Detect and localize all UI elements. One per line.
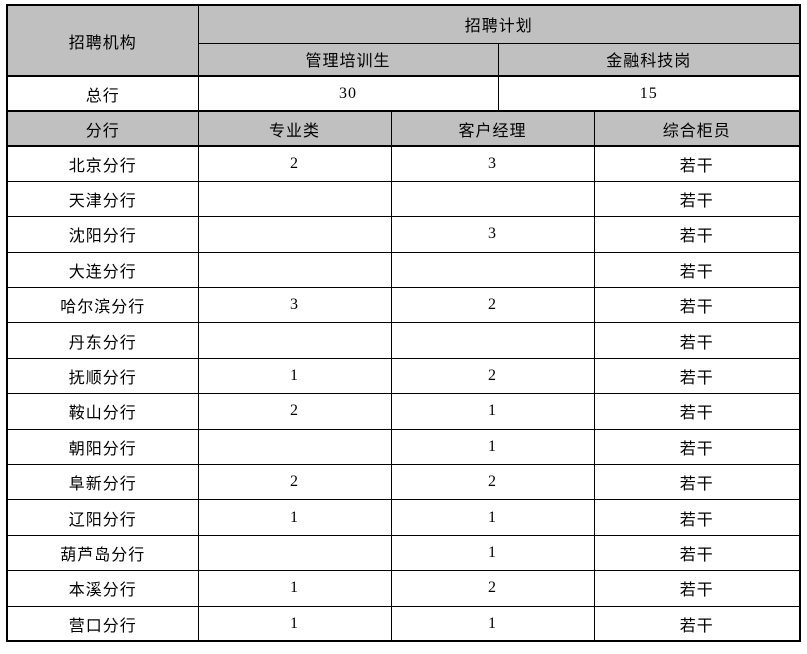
branch-rows: 北京分行 2 3 若干 天津分行 若干 沈阳分行 3 若干 大连分行 若干 哈尔…	[6, 145, 801, 642]
branch-table-row: 丹东分行 若干	[6, 322, 801, 359]
branch-table-row: 北京分行 2 3 若干	[6, 145, 801, 182]
branch-table-row: 鞍山分行 2 1 若干	[6, 393, 801, 430]
teller-count-cell: 若干	[593, 393, 801, 430]
account-manager-count-cell: 1	[390, 428, 595, 466]
teller-count-cell: 若干	[593, 180, 801, 218]
account-manager-count-cell: 1	[390, 393, 595, 430]
branch-name-cell: 阜新分行	[6, 464, 199, 501]
branch-name-cell: 朝阳分行	[6, 428, 199, 466]
recruitment-plan-table: 招聘机构 招聘计划 管理培训生 金融科技岗 总行 30 15 分行 专业类 客户…	[6, 4, 802, 643]
account-manager-count-cell: 1	[390, 499, 595, 536]
account-manager-count-cell	[390, 322, 595, 359]
branch-name-cell: 北京分行	[6, 145, 199, 182]
account-manager-count-cell: 2	[390, 464, 595, 501]
branch-table-row: 沈阳分行 3 若干	[6, 216, 801, 253]
branch-table-row: 哈尔滨分行 3 2 若干	[6, 287, 801, 324]
branch-table-row: 朝阳分行 1 若干	[6, 428, 801, 466]
account-manager-col-header: 客户经理	[390, 110, 595, 147]
professional-count-cell: 1	[197, 357, 392, 395]
branch-name-cell: 本溪分行	[6, 570, 199, 607]
account-manager-count-cell: 2	[390, 287, 595, 324]
account-manager-count-cell: 1	[390, 605, 595, 642]
professional-count-cell: 2	[197, 393, 392, 430]
head-office-label-cell: 总行	[6, 75, 199, 112]
professional-count-cell	[197, 534, 392, 572]
teller-count-cell: 若干	[593, 570, 801, 607]
account-manager-count-cell: 3	[390, 216, 595, 253]
professional-count-cell	[197, 322, 392, 359]
professional-count-cell: 1	[197, 570, 392, 607]
branch-name-cell: 天津分行	[6, 180, 199, 218]
teller-count-cell: 若干	[593, 499, 801, 536]
branch-table-row: 葫芦岛分行 1 若干	[6, 534, 801, 572]
teller-count-cell: 若干	[593, 357, 801, 395]
head-office-fintech-count: 15	[497, 75, 801, 112]
professional-count-cell: 1	[197, 499, 392, 536]
branch-name-cell: 大连分行	[6, 251, 199, 289]
account-manager-count-cell: 2	[390, 570, 595, 607]
account-manager-count-cell: 2	[390, 357, 595, 395]
branch-table-row: 营口分行 1 1 若干	[6, 605, 801, 642]
branch-name-cell: 鞍山分行	[6, 393, 199, 430]
professional-count-cell	[197, 216, 392, 253]
teller-count-cell: 若干	[593, 251, 801, 289]
account-manager-count-cell	[390, 251, 595, 289]
branch-table-row: 辽阳分行 1 1 若干	[6, 499, 801, 536]
branch-name-cell: 哈尔滨分行	[6, 287, 199, 324]
teller-count-cell: 若干	[593, 464, 801, 501]
branch-name-cell: 沈阳分行	[6, 216, 199, 253]
mgmt-trainee-col-header: 管理培训生	[197, 42, 499, 77]
fintech-col-header: 金融科技岗	[497, 42, 801, 77]
branch-name-cell: 丹东分行	[6, 322, 199, 359]
professional-count-cell	[197, 251, 392, 289]
teller-count-cell: 若干	[593, 534, 801, 572]
branch-table-row: 阜新分行 2 2 若干	[6, 464, 801, 501]
teller-count-cell: 若干	[593, 287, 801, 324]
teller-count-cell: 若干	[593, 145, 801, 182]
teller-count-cell: 若干	[593, 216, 801, 253]
account-manager-count-cell: 1	[390, 534, 595, 572]
professional-count-cell: 2	[197, 145, 392, 182]
branch-table-row: 天津分行 若干	[6, 180, 801, 218]
teller-count-cell: 若干	[593, 322, 801, 359]
professional-count-cell: 1	[197, 605, 392, 642]
org-header-cell: 招聘机构	[6, 4, 199, 77]
branch-table-row: 抚顺分行 1 2 若干	[6, 357, 801, 395]
teller-col-header: 综合柜员	[593, 110, 801, 147]
branch-name-cell: 抚顺分行	[6, 357, 199, 395]
plan-header-cell: 招聘计划	[197, 4, 801, 44]
head-office-mgmt-trainee-count: 30	[197, 75, 499, 112]
teller-count-cell: 若干	[593, 605, 801, 642]
branch-table-row: 大连分行 若干	[6, 251, 801, 289]
branch-name-cell: 葫芦岛分行	[6, 534, 199, 572]
branch-name-cell: 辽阳分行	[6, 499, 199, 536]
teller-count-cell: 若干	[593, 428, 801, 466]
branch-col-header: 分行	[6, 110, 199, 147]
account-manager-count-cell	[390, 180, 595, 218]
branch-table-row: 本溪分行 1 2 若干	[6, 570, 801, 607]
professional-col-header: 专业类	[197, 110, 392, 147]
professional-count-cell: 3	[197, 287, 392, 324]
branch-name-cell: 营口分行	[6, 605, 199, 642]
professional-count-cell	[197, 180, 392, 218]
account-manager-count-cell: 3	[390, 145, 595, 182]
professional-count-cell	[197, 428, 392, 466]
professional-count-cell: 2	[197, 464, 392, 501]
